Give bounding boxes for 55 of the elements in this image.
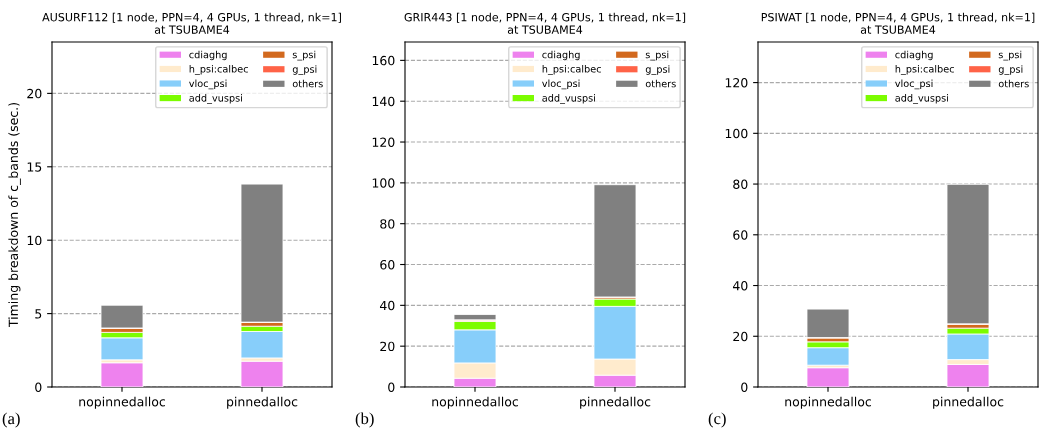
legend-label: g_psi <box>292 65 317 75</box>
y-tick-label: 5 <box>35 309 42 319</box>
y-tick-label: 60 <box>380 259 395 270</box>
legend-label: others <box>292 79 323 88</box>
legend-label: s_psi <box>292 50 316 61</box>
legend-label: g_psi <box>998 65 1023 75</box>
y-tick-label: 160 <box>372 55 395 66</box>
y-tick-label: 10 <box>27 235 42 246</box>
y-tick-label: 140 <box>372 96 395 107</box>
legend-label: s_psi <box>645 50 669 61</box>
legend-label: vloc_psi <box>189 79 227 90</box>
y-tick-label: 80 <box>380 219 395 229</box>
y-tick-label: 0 <box>388 382 395 392</box>
y-tick-label: 0 <box>35 382 42 392</box>
y-tick-label: 0 <box>741 382 748 392</box>
text: (b) <box>355 412 374 428</box>
x-tick-label: nopinnedalloc <box>79 396 166 409</box>
legend-label: others <box>998 79 1029 88</box>
y-tick-label: 60 <box>733 230 748 240</box>
y-tick-label: 20 <box>380 341 395 352</box>
x-tick-label: nopinnedalloc <box>432 396 519 409</box>
y-tick-label: 20 <box>27 88 42 99</box>
y-tick-label: 40 <box>379 300 395 311</box>
legend-label: g_psi <box>645 65 670 75</box>
y-tick-label: 40 <box>732 281 748 291</box>
legend-label: others <box>645 79 676 88</box>
y-tick-label: 100 <box>725 128 748 139</box>
x-tick-label: pinnedalloc <box>227 396 298 409</box>
legend-label: vloc_psi <box>895 79 933 90</box>
legend-label: h_psi:calbec <box>895 65 954 75</box>
legend-label: h_psi:calbec <box>189 65 248 75</box>
chart-title: PSIWAT [1 node, PPN=4, 4 GPUs, 1 thread, nk=1] at TSUBAME4 <box>761 12 1035 34</box>
y-tick-label: 15 <box>27 162 42 172</box>
chart-title: GRIR443 [1 node, PPN=4, 4 GPUs, 1 thread, nk=1] at TSUBAME4 <box>404 12 686 34</box>
chart-title: AUSURF112 [1 node, PPN=4, 4 GPUs, 1 thread, nk=1] at TSUBAME4 <box>42 12 341 34</box>
y-tick-label: 120 <box>725 78 748 88</box>
legend-label: s_psi <box>998 50 1022 61</box>
legend-label: add_vuspsi <box>895 94 948 104</box>
legend-label: cdiaghg <box>189 50 227 61</box>
y-tick-label: 80 <box>733 179 748 189</box>
y-tick-label: 100 <box>372 178 395 188</box>
legend-label: h_psi:calbec <box>542 65 601 75</box>
y-axis-title: Timing breakdown of c_bands (sec.) <box>8 102 21 328</box>
legend-label: cdiaghg <box>895 50 933 61</box>
text: (c) <box>708 412 726 428</box>
y-tick-label: 120 <box>372 137 395 147</box>
text: (a) <box>2 412 20 428</box>
x-tick-label: nopinnedalloc <box>785 396 872 409</box>
x-tick-label: pinnedalloc <box>933 396 1004 409</box>
legend-label: add_vuspsi <box>542 94 595 104</box>
legend-label: cdiaghg <box>542 50 580 61</box>
legend-label: vloc_psi <box>542 79 580 90</box>
y-tick-label: 20 <box>733 331 748 342</box>
legend-label: add_vuspsi <box>189 94 242 104</box>
x-tick-label: pinnedalloc <box>580 396 651 409</box>
